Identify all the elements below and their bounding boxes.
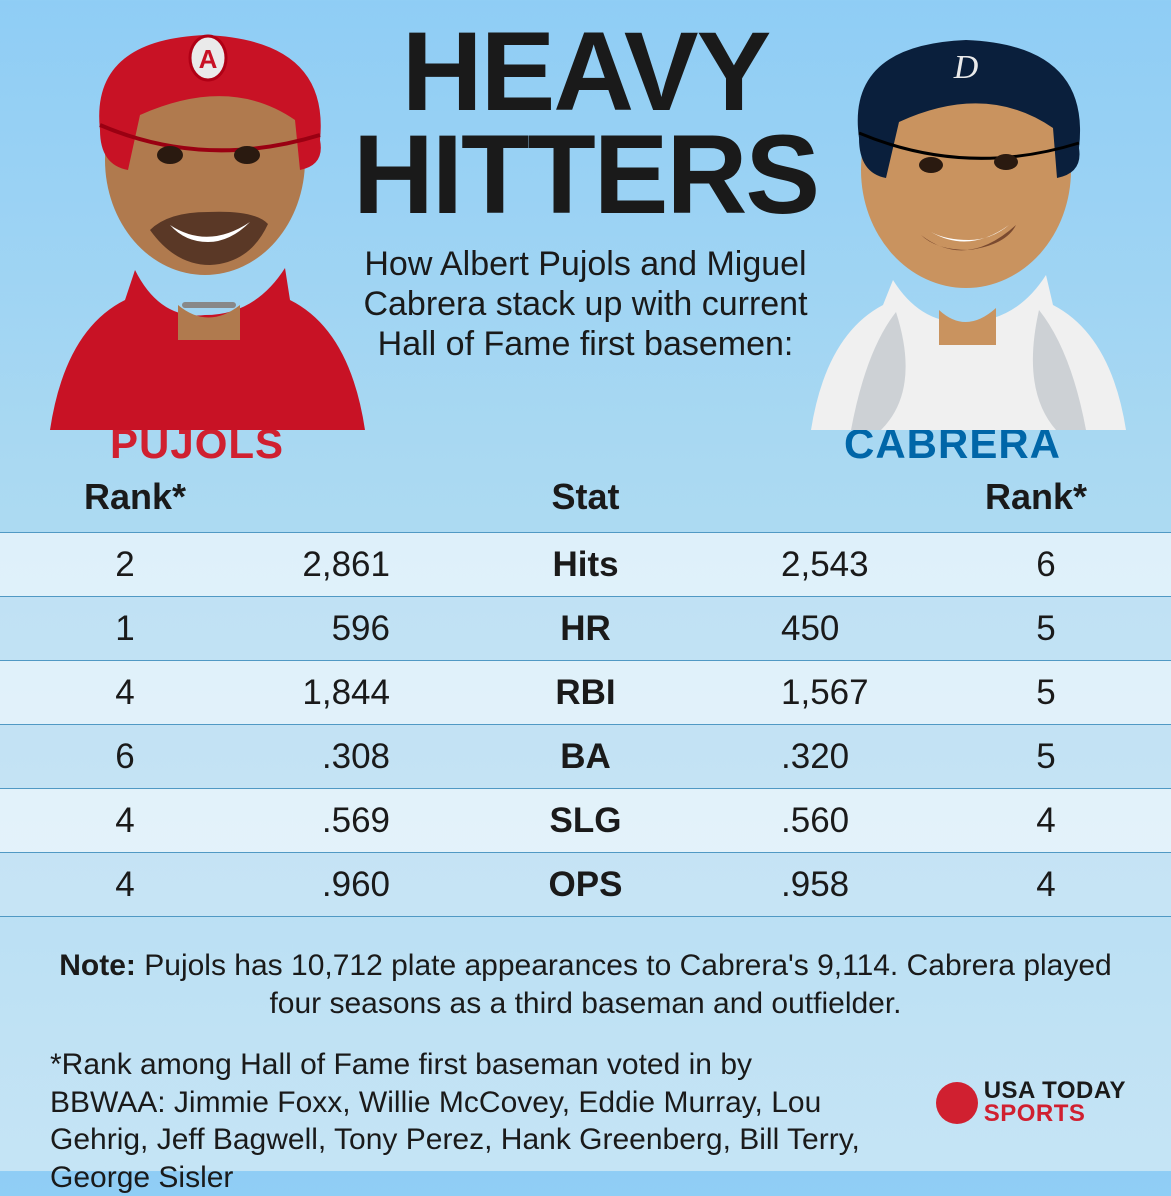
stats-table: 22,861Hits2,54361596HR450541,844RBI1,567…	[0, 532, 1171, 917]
note-text: Pujols has 10,712 plate appearances to C…	[136, 949, 1112, 1020]
title-line2: HITTERS	[336, 123, 836, 226]
table-row: 41,844RBI1,5675	[0, 661, 1171, 725]
source-logo: USA TODAYSPORTS	[936, 1080, 1126, 1126]
cell-rank-left: 4	[0, 661, 250, 725]
cell-value-right: 450	[751, 597, 921, 661]
cell-rank-left: 4	[0, 789, 250, 853]
logo-dot-icon	[936, 1082, 978, 1124]
cell-rank-right: 6	[921, 533, 1171, 597]
cell-rank-right: 5	[921, 725, 1171, 789]
svg-text:A: A	[199, 44, 218, 74]
cell-value-left: 596	[250, 597, 420, 661]
cell-stat: SLG	[420, 789, 751, 853]
note-label: Note:	[59, 949, 136, 982]
cell-rank-left: 6	[0, 725, 250, 789]
header-rank-right: Rank*	[921, 476, 1171, 518]
subtitle: How Albert Pujols and Miguel Cabrera sta…	[336, 244, 836, 364]
table-row: 4.569SLG.5604	[0, 789, 1171, 853]
table-row: 4.960OPS.9584	[0, 853, 1171, 917]
cell-value-right: .958	[751, 853, 921, 917]
header: A HEAVY HITTERS How Albert Pujols and Mi…	[0, 0, 1171, 430]
footer: Note: Pujols has 10,712 plate appearance…	[0, 917, 1171, 1196]
column-headers: Rank* Stat Rank*	[0, 468, 1171, 532]
cell-stat: BA	[420, 725, 751, 789]
table-row: 22,861Hits2,5436	[0, 533, 1171, 597]
cell-value-left: .960	[250, 853, 420, 917]
cell-stat: HR	[420, 597, 751, 661]
table-row: 6.308BA.3205	[0, 725, 1171, 789]
cell-value-left: .308	[250, 725, 420, 789]
header-rank-left: Rank*	[0, 476, 250, 518]
logo-text: USA TODAYSPORTS	[984, 1080, 1126, 1126]
svg-text:D: D	[953, 49, 979, 86]
cell-value-right: 1,567	[751, 661, 921, 725]
cell-rank-right: 4	[921, 789, 1171, 853]
cell-value-right: 2,543	[751, 533, 921, 597]
title-block: HEAVY HITTERS How Albert Pujols and Migu…	[336, 20, 836, 364]
table-row: 1596HR4505	[0, 597, 1171, 661]
cell-rank-right: 4	[921, 853, 1171, 917]
note: Note: Pujols has 10,712 plate appearance…	[50, 947, 1121, 1022]
cell-stat: OPS	[420, 853, 751, 917]
cell-stat: Hits	[420, 533, 751, 597]
cell-rank-left: 1	[0, 597, 250, 661]
title-line1: HEAVY	[336, 20, 836, 123]
cell-stat: RBI	[420, 661, 751, 725]
cell-rank-right: 5	[921, 597, 1171, 661]
cell-rank-right: 5	[921, 661, 1171, 725]
header-stat: Stat	[420, 476, 751, 518]
cell-value-right: .320	[751, 725, 921, 789]
cell-value-left: 1,844	[250, 661, 420, 725]
cell-value-left: 2,861	[250, 533, 420, 597]
cell-value-left: .569	[250, 789, 420, 853]
cell-rank-left: 2	[0, 533, 250, 597]
cell-rank-left: 4	[0, 853, 250, 917]
cell-value-right: .560	[751, 789, 921, 853]
